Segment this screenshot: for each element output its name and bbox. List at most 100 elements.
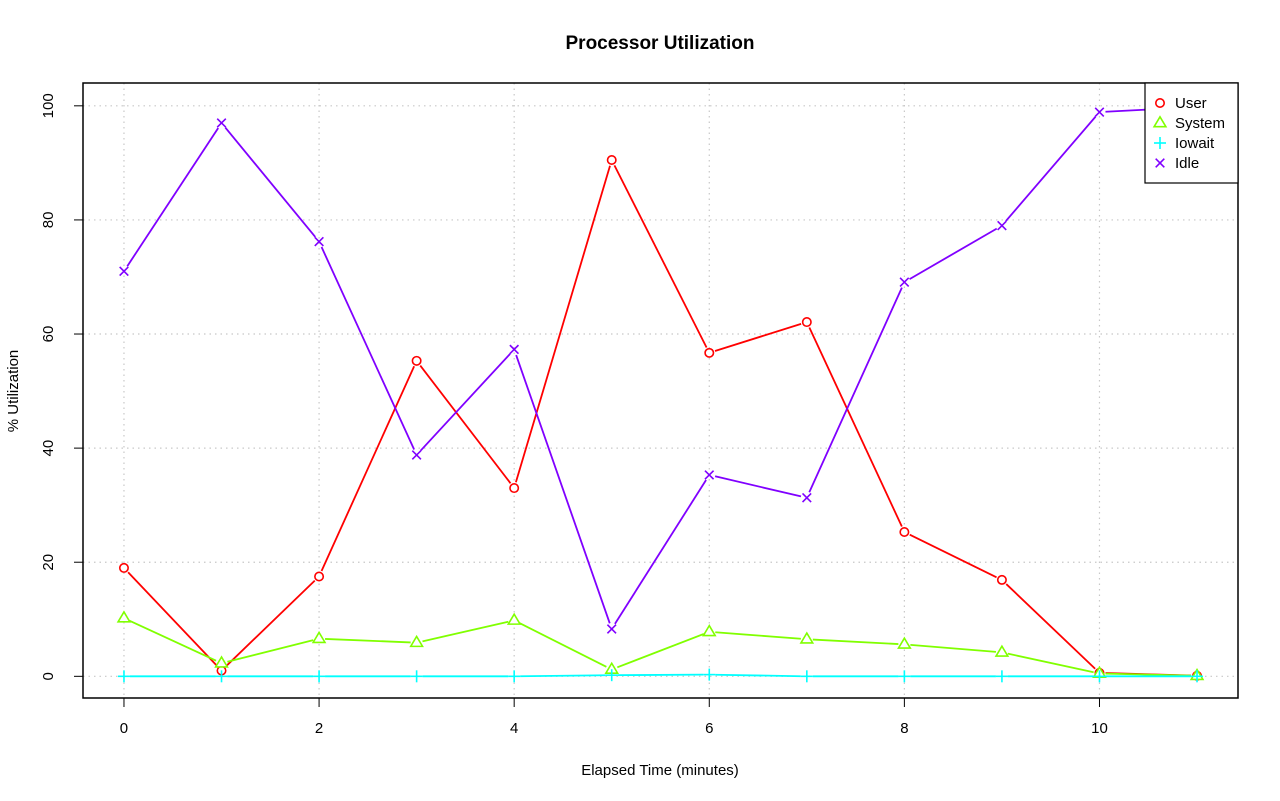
- y-tick-label: 40: [40, 440, 57, 457]
- y-tick-label: 100: [40, 93, 57, 118]
- series-idle-point: [314, 236, 324, 247]
- legend-item-idle: Idle: [1155, 155, 1199, 172]
- x-tick-label: 6: [705, 720, 713, 737]
- series-idle-point: [704, 470, 715, 480]
- series-iowait-point: [1093, 670, 1106, 683]
- series-system-point: [701, 624, 717, 637]
- series-user-point: [606, 155, 617, 166]
- series-iowait-segment: [520, 674, 606, 678]
- plot-frame: [82, 82, 1239, 699]
- series-system-point: [994, 644, 1010, 657]
- series-idle-segment: [808, 287, 903, 493]
- legend-iowait-label: Iowait: [1175, 135, 1215, 152]
- series-iowait-point: [898, 670, 911, 683]
- legend-user-label: User: [1175, 95, 1207, 112]
- y-tick-label: 80: [40, 212, 57, 229]
- series-user-segment: [714, 322, 802, 352]
- series-user: [118, 155, 1203, 681]
- x-tick-label: 10: [1091, 720, 1108, 737]
- series-user-segment: [613, 164, 708, 348]
- series-layer: [116, 102, 1205, 683]
- y-tick-label: 20: [40, 554, 57, 571]
- chart-title: Processor Utilization: [566, 33, 755, 54]
- legend-item-system: System: [1152, 115, 1225, 132]
- series-idle-point: [216, 118, 227, 128]
- series-user-segment: [808, 327, 903, 527]
- legend-user-marker: [1155, 98, 1166, 109]
- series-iowait-point: [410, 670, 423, 683]
- series-system-segment: [910, 643, 997, 653]
- series-user-point: [314, 571, 325, 582]
- series-idle-point: [1094, 107, 1105, 117]
- x-axis-label: Elapsed Time (minutes): [581, 762, 739, 779]
- series-iowait: [117, 668, 1204, 683]
- series-iowait-point: [313, 670, 326, 683]
- legend-item-user: User: [1155, 95, 1207, 112]
- grid-lines: [83, 83, 1238, 698]
- series-user-point: [899, 526, 910, 537]
- series-iowait-point: [605, 669, 618, 682]
- x-tick-label: 2: [315, 720, 323, 737]
- series-system-segment: [227, 639, 314, 663]
- series-idle-point: [509, 344, 520, 355]
- series-system-segment: [1105, 672, 1192, 677]
- series-user-segment: [909, 533, 997, 579]
- series-user-segment: [1005, 583, 1096, 670]
- series-system-point: [897, 636, 912, 649]
- series-system-segment: [812, 638, 899, 645]
- series-iowait-point: [117, 670, 130, 683]
- series-user-point: [996, 574, 1007, 585]
- x-tick-label: 8: [900, 720, 908, 737]
- series-iowait-segment: [617, 673, 704, 677]
- series-idle-segment: [320, 246, 415, 450]
- series-system-point: [116, 610, 132, 623]
- y-tick-label: 60: [40, 326, 57, 343]
- series-system-point: [506, 612, 522, 625]
- series-user-segment: [320, 365, 415, 572]
- series-system-segment: [715, 631, 801, 640]
- series-idle-segment: [714, 475, 802, 498]
- series-system-point: [214, 655, 229, 668]
- series-iowait-point: [508, 670, 521, 683]
- legend-idle-label: Idle: [1175, 155, 1199, 172]
- y-tick-label: 0: [40, 672, 57, 680]
- series-system-point: [799, 631, 815, 644]
- series-user-point: [801, 317, 812, 328]
- series-system-segment: [129, 619, 217, 662]
- series-idle-segment: [224, 126, 316, 238]
- series-idle-segment: [420, 353, 511, 452]
- legend-system-marker: [1152, 115, 1168, 128]
- series-user-point: [118, 562, 129, 573]
- series-iowait-point: [995, 670, 1008, 683]
- legend-iowait-marker: [1154, 137, 1166, 149]
- series-user-segment: [515, 165, 611, 483]
- y-axis-label: % Utilization: [5, 350, 22, 433]
- series-idle: [119, 102, 1202, 634]
- series-idle-point: [119, 266, 129, 277]
- legend-system-label: System: [1175, 115, 1225, 132]
- legend: User System Iowait Idle: [1144, 82, 1239, 184]
- series-idle-point: [606, 624, 617, 634]
- series-user-point: [509, 483, 520, 494]
- series-system: [116, 610, 1205, 681]
- series-idle-segment: [614, 479, 707, 625]
- series-system-segment: [1007, 652, 1094, 674]
- series-system-segment: [325, 638, 411, 644]
- series-idle-point: [801, 492, 812, 503]
- series-idle-point: [411, 450, 422, 460]
- series-user-segment: [127, 571, 219, 667]
- series-system-point: [409, 634, 424, 648]
- series-system-segment: [519, 622, 607, 668]
- series-iowait-point: [1191, 670, 1204, 683]
- x-tick-label: 0: [120, 720, 128, 737]
- series-user-segment: [225, 580, 316, 668]
- series-idle-point: [899, 277, 910, 287]
- series-idle-segment: [126, 127, 219, 267]
- series-iowait-point: [800, 670, 813, 683]
- series-iowait-segment: [715, 673, 801, 678]
- series-user-point: [411, 355, 422, 366]
- series-idle-point: [997, 220, 1007, 231]
- series-iowait-point: [703, 668, 716, 681]
